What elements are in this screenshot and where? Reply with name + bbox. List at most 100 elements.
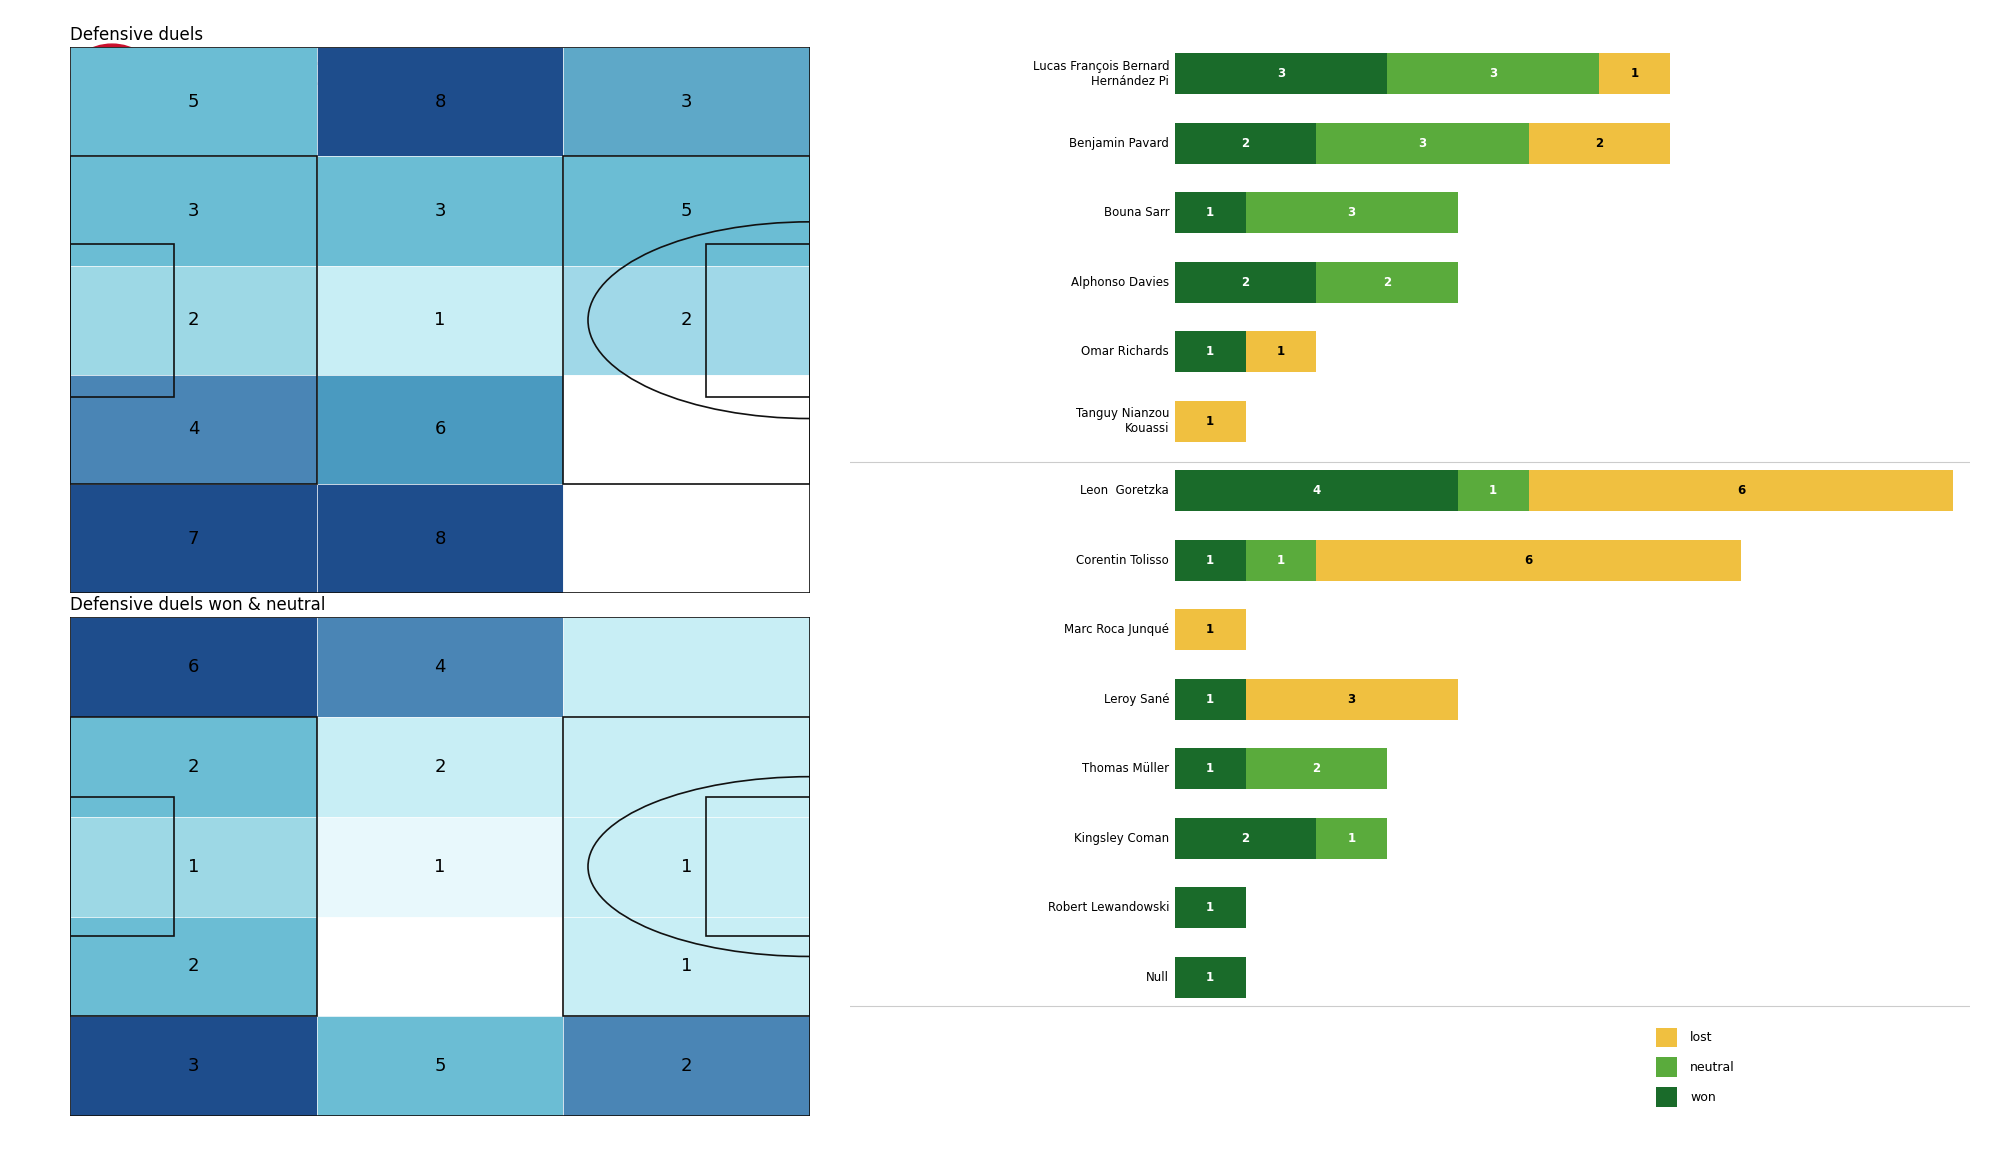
Text: 1: 1: [1206, 763, 1214, 776]
Bar: [564, 916, 810, 1016]
Bar: [706, 243, 810, 397]
Text: 7: 7: [188, 530, 200, 548]
Bar: [1600, 53, 1670, 94]
Text: Leroy Sané: Leroy Sané: [1104, 693, 1170, 706]
Text: Thomas Müller: Thomas Müller: [1082, 763, 1170, 776]
Bar: [70, 484, 316, 593]
Bar: [70, 47, 316, 156]
Text: 3: 3: [1348, 207, 1356, 220]
Text: 6: 6: [434, 421, 446, 438]
Text: 3: 3: [1490, 67, 1498, 80]
Bar: [1528, 123, 1670, 163]
Text: Marc Roca Junqué: Marc Roca Junqué: [1064, 623, 1170, 636]
Bar: [1174, 818, 1316, 859]
Bar: [1388, 53, 1600, 94]
Bar: [316, 375, 564, 484]
Bar: [1174, 887, 1246, 928]
Bar: [70, 617, 316, 717]
Text: FC: FC: [108, 59, 116, 65]
Bar: [1246, 748, 1388, 790]
Text: Bayern München: Bayern München: [166, 62, 424, 90]
Bar: [564, 156, 810, 266]
Bar: [1174, 262, 1316, 302]
Bar: [70, 375, 316, 484]
Text: 4: 4: [1312, 484, 1320, 497]
Text: 8: 8: [434, 93, 446, 110]
Text: 6: 6: [1736, 484, 1746, 497]
Text: 3: 3: [188, 202, 200, 220]
Text: Lucas François Bernard
Hernández Pi: Lucas François Bernard Hernández Pi: [1032, 60, 1170, 88]
Text: Alphonso Davies: Alphonso Davies: [1072, 276, 1170, 289]
Text: 6: 6: [1524, 553, 1532, 566]
Bar: [1174, 123, 1316, 163]
Bar: [564, 156, 810, 484]
Text: 1: 1: [1206, 971, 1214, 983]
Bar: [1316, 540, 1740, 580]
Text: 5: 5: [188, 93, 200, 110]
Text: Null: Null: [1146, 971, 1170, 983]
Text: 1: 1: [1206, 693, 1214, 706]
Text: 1: 1: [680, 958, 692, 975]
Bar: [70, 916, 316, 1016]
Bar: [70, 156, 316, 266]
Text: 1: 1: [680, 858, 692, 875]
Text: 1: 1: [434, 311, 446, 329]
Bar: [1174, 679, 1246, 719]
Text: 5: 5: [434, 1058, 446, 1075]
Text: Tanguy Nianzou
Kouassi: Tanguy Nianzou Kouassi: [1076, 408, 1170, 435]
Text: Robert Lewandowski: Robert Lewandowski: [1048, 901, 1170, 914]
Text: Omar Richards: Omar Richards: [1082, 345, 1170, 358]
Text: 1: 1: [1206, 207, 1214, 220]
Bar: [70, 717, 316, 817]
Text: 1: 1: [1630, 67, 1638, 80]
Bar: [564, 1016, 810, 1116]
Bar: [1458, 470, 1528, 511]
Bar: [1656, 1058, 1676, 1076]
Text: 2: 2: [680, 1058, 692, 1075]
Text: 1: 1: [1206, 901, 1214, 914]
Text: 1: 1: [188, 858, 200, 875]
Text: 1: 1: [1206, 553, 1214, 566]
Bar: [1174, 401, 1246, 442]
Text: Kingsley Coman: Kingsley Coman: [1074, 832, 1170, 845]
Text: 2: 2: [188, 311, 200, 329]
Text: 1: 1: [1490, 484, 1498, 497]
Bar: [316, 817, 564, 916]
Bar: [706, 797, 810, 936]
Text: 1: 1: [1206, 623, 1214, 636]
Text: 8: 8: [434, 530, 446, 548]
Text: 1: 1: [1276, 345, 1286, 358]
Text: 3: 3: [1418, 136, 1426, 149]
Text: 1: 1: [1206, 415, 1214, 428]
Bar: [316, 1016, 564, 1116]
Bar: [316, 266, 564, 375]
Bar: [70, 156, 316, 484]
Text: 5: 5: [680, 202, 692, 220]
Text: 2: 2: [1242, 276, 1250, 289]
Circle shape: [70, 45, 154, 107]
Text: 4: 4: [434, 658, 446, 676]
Bar: [1656, 1027, 1676, 1047]
Bar: [1174, 53, 1388, 94]
Text: 3: 3: [1348, 693, 1356, 706]
Bar: [1246, 193, 1458, 233]
Bar: [1316, 818, 1388, 859]
Bar: [316, 717, 564, 817]
Text: 3: 3: [188, 1058, 200, 1075]
Bar: [70, 266, 316, 375]
Bar: [564, 817, 810, 916]
Bar: [1174, 193, 1246, 233]
Text: 2: 2: [1596, 136, 1604, 149]
Circle shape: [82, 53, 142, 99]
Text: Defensive duels won & neutral: Defensive duels won & neutral: [70, 596, 326, 613]
Bar: [316, 484, 564, 593]
Bar: [1316, 262, 1458, 302]
Bar: [1174, 748, 1246, 790]
Bar: [1174, 331, 1246, 372]
Text: neutral: neutral: [1690, 1061, 1734, 1074]
Bar: [316, 156, 564, 266]
Text: 2: 2: [434, 758, 446, 776]
Text: 3: 3: [434, 202, 446, 220]
Bar: [1246, 540, 1316, 580]
Bar: [316, 47, 564, 156]
